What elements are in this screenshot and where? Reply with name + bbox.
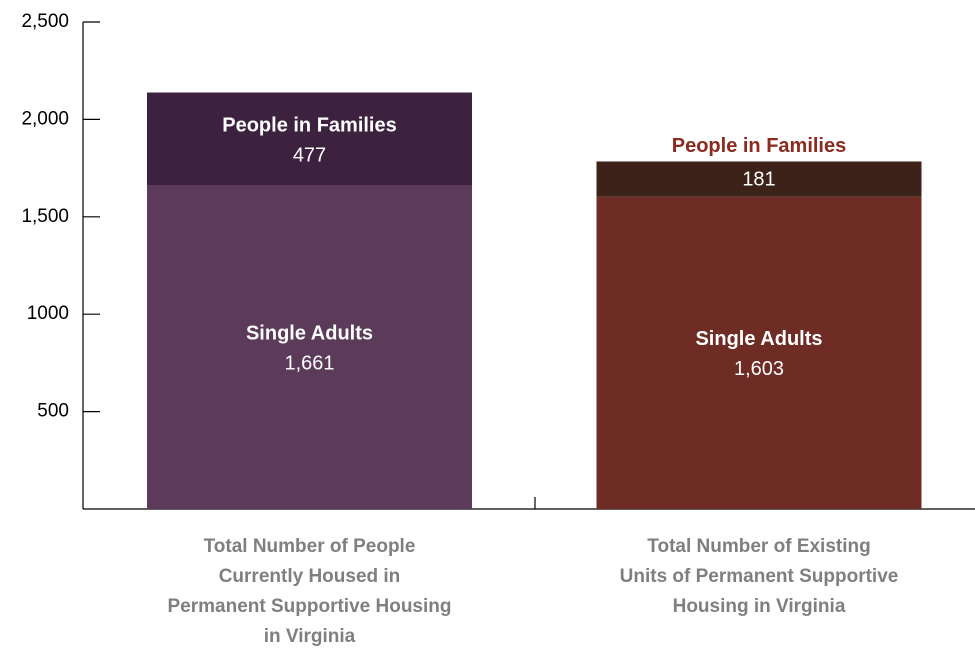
segment-value: 1,661 <box>284 352 334 374</box>
segment-value: 1,603 <box>734 358 784 380</box>
y-tick-label: 2,000 <box>21 108 69 129</box>
bar-segment <box>147 185 472 509</box>
y-tick-label: 1000 <box>27 303 69 324</box>
segment-name: Single Adults <box>246 322 373 344</box>
bar-segment <box>596 196 922 509</box>
bar-segment <box>596 161 922 197</box>
segment-name: Single Adults <box>695 328 822 350</box>
segment-value: 181 <box>742 168 775 190</box>
segment-name: People in Families <box>222 114 397 136</box>
x-tick-label: Total Number of People Currently Housed … <box>167 536 452 647</box>
segment-value: 477 <box>293 144 326 166</box>
y-tick-label: 2,500 <box>21 11 69 32</box>
x-tick-label: Total Number of Existing Units of Perman… <box>619 536 899 617</box>
y-tick-label: 500 <box>37 401 69 422</box>
y-tick-label: 1,500 <box>21 206 69 227</box>
segment-name: People in Families <box>672 135 847 157</box>
bar-segment <box>147 92 472 186</box>
